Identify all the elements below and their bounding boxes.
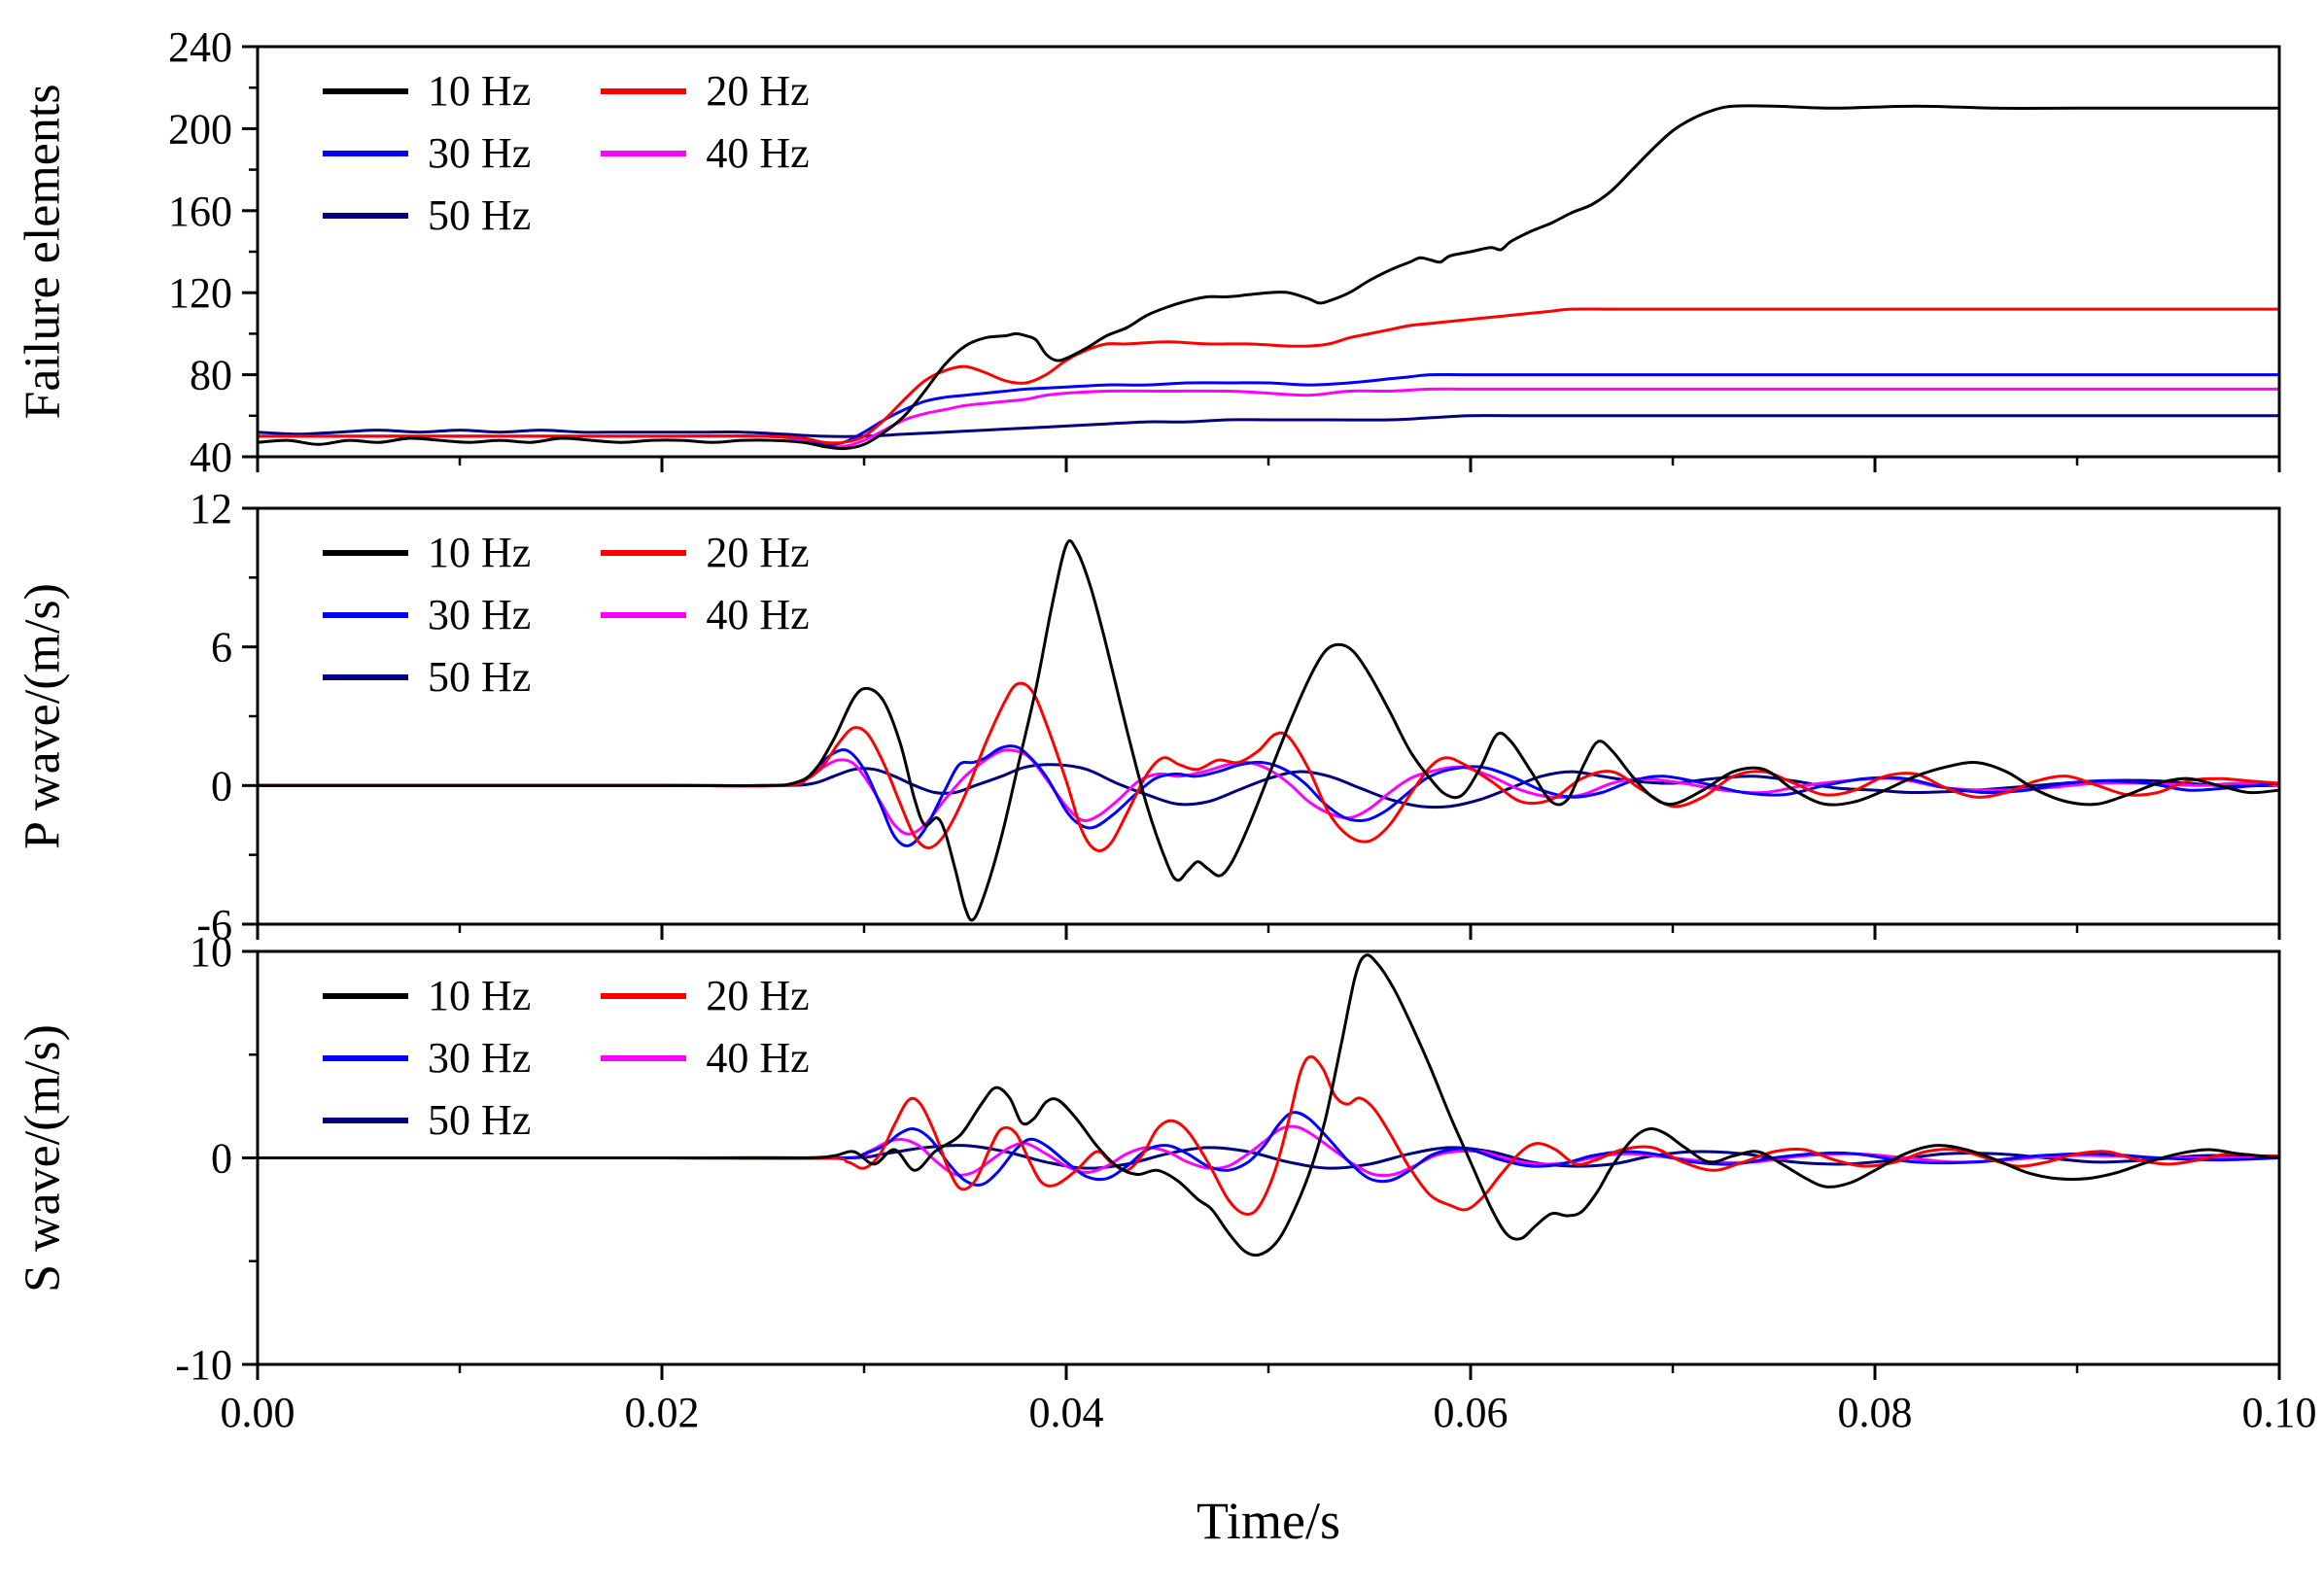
y-tick-label: 40 [190, 433, 232, 481]
y-tick-label: -10 [175, 1341, 232, 1389]
series-line-40hz [258, 1124, 2279, 1178]
legend-swatch [323, 993, 408, 999]
y-tick-label: 160 [168, 188, 232, 235]
legend-entry: 40 Hz [601, 591, 810, 638]
legend-swatch [323, 1055, 408, 1061]
legend-label: 30 Hz [428, 1034, 532, 1082]
y-axis-title-failure-elements: Failure elements [15, 84, 71, 420]
x-tick-label: 0.10 [2242, 1389, 2317, 1436]
legend-label: 10 Hz [428, 529, 532, 576]
series-group [258, 104, 2279, 451]
series-group [258, 953, 2279, 1258]
legend-entry: 50 Hz [323, 1099, 531, 1142]
legend-swatch [601, 1055, 687, 1061]
y-tick-label: 120 [168, 269, 232, 317]
axis-frame [256, 45, 2281, 459]
x-tick-label: 0.04 [1029, 1389, 1104, 1436]
legend-entry: 30 Hz [323, 1037, 531, 1080]
legend-label: 50 Hz [428, 653, 532, 701]
x-tick-label: 0.08 [1838, 1389, 1913, 1436]
y-tick-label: 200 [168, 105, 232, 153]
legend-panel-2: 10 Hz 30 Hz 50 Hz 20 Hz 40 Hz [323, 522, 810, 708]
legend-swatch [323, 674, 408, 680]
legend-label: 10 Hz [428, 972, 532, 1019]
x-tick-label: 0.00 [221, 1389, 295, 1436]
axis-frame [256, 506, 2281, 926]
legend-swatch [601, 151, 687, 156]
y-tick-label: 0 [211, 762, 232, 810]
y-axis-title-p-wave: P wave/(m/s) [15, 583, 71, 849]
y-tick-label: 80 [190, 352, 232, 399]
series-line-20hz [258, 681, 2279, 853]
legend-entry: 10 Hz [323, 70, 531, 113]
legend-label: 50 Hz [428, 1096, 532, 1144]
legend-swatch [601, 550, 687, 556]
legend-label: 40 Hz [706, 129, 810, 177]
legend-entry: 10 Hz [323, 975, 531, 1017]
axis-frame [256, 949, 2281, 1366]
x-tick-label: 0.02 [625, 1389, 700, 1436]
y-tick-label: 240 [168, 23, 232, 71]
panel-3: -10 0 10 0.00 0.02 0.04 0.06 0.08 0.10 [175, 928, 2316, 1436]
legend-swatch [323, 612, 408, 618]
legend-entry: 30 Hz [323, 132, 531, 175]
legend-swatch [323, 1118, 408, 1123]
series-line-50hz [258, 414, 2279, 438]
legend-entry: 50 Hz [323, 656, 531, 699]
series-line-10hz [258, 538, 2279, 922]
legend-swatch [601, 612, 687, 618]
x-tick-label: 0.06 [1434, 1389, 1509, 1436]
legend-label: 20 Hz [706, 529, 810, 576]
y-tick-label: 0 [211, 1135, 232, 1183]
legend-swatch [323, 88, 408, 94]
y-tick-label: 6 [211, 624, 232, 672]
series-line-30hz [258, 744, 2279, 847]
y-tick-label: -6 [196, 901, 232, 948]
legend-entry: 50 Hz [323, 194, 531, 237]
series-line-10hz [258, 104, 2279, 451]
legend-swatch [323, 151, 408, 156]
x-axis-title: Time/s [1196, 1492, 1341, 1550]
series-line-30hz [258, 372, 2279, 447]
legend-entry: 20 Hz [601, 972, 810, 1019]
legend-label: 40 Hz [706, 1034, 810, 1082]
series-line-30hz [258, 1111, 2279, 1188]
legend-entry: 40 Hz [601, 1034, 810, 1082]
y-tick-label: 10 [190, 928, 232, 976]
legend-label: 10 Hz [428, 67, 532, 115]
legend-entry: 30 Hz [323, 594, 531, 637]
series-line-20hz [258, 1054, 2279, 1216]
legend-swatch [323, 213, 408, 219]
legend-label: 30 Hz [428, 129, 532, 177]
y-axis-title-s-wave: S wave/(m/s) [15, 1024, 71, 1292]
legend-entry: 20 Hz [601, 529, 810, 576]
legend-entry: 40 Hz [601, 129, 810, 177]
series-group [258, 538, 2279, 922]
panel-2: -6 0 6 12 [190, 485, 2281, 948]
series-line-10hz [258, 953, 2279, 1258]
legend-label: 50 Hz [428, 191, 532, 239]
legend-entry: 20 Hz [601, 67, 810, 115]
legend-label: 40 Hz [706, 591, 810, 638]
legend-swatch [601, 88, 687, 94]
legend-label: 30 Hz [428, 591, 532, 638]
legend-label: 20 Hz [706, 972, 810, 1019]
panel-1: 40 80 120 160 200 240 [168, 23, 2281, 481]
legend-panel-3: 10 Hz 30 Hz 50 Hz 20 Hz 40 Hz [323, 965, 810, 1152]
series-line-20hz [258, 307, 2279, 445]
legend-label: 20 Hz [706, 67, 810, 115]
y-tick-label: 12 [190, 485, 232, 533]
legend-swatch [601, 993, 687, 999]
legend-swatch [323, 550, 408, 556]
legend-panel-1: 10 Hz 30 Hz 50 Hz 20 Hz 40 Hz [323, 60, 810, 247]
legend-entry: 10 Hz [323, 532, 531, 574]
